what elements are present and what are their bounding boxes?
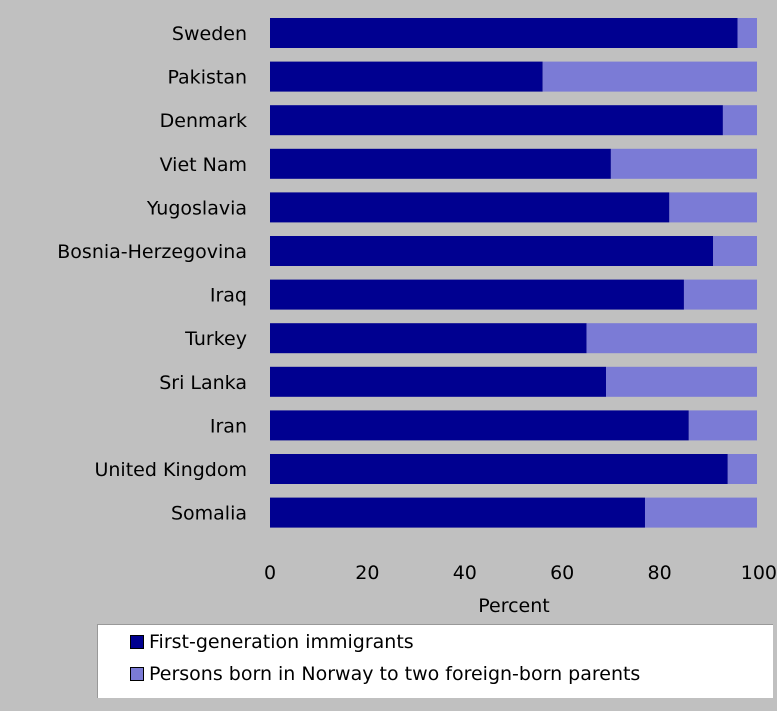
- legend-label-norway-born: Persons born in Norway to two foreign-bo…: [149, 663, 641, 685]
- x-tick-label-100: 100: [741, 562, 777, 584]
- bar-bosnia-herzegovina-series-1: [270, 236, 714, 266]
- category-label-bosnia-herzegovina: Bosnia-Herzegovina: [57, 241, 247, 263]
- bar-iran-series-2: [688, 410, 757, 441]
- bar-sri-lanka-series-1: [270, 366, 607, 397]
- legend-item-norway-born: Persons born in Norway to two foreign-bo…: [130, 663, 640, 685]
- x-tick-label-60: 60: [550, 562, 574, 584]
- category-label-iran: Iran: [210, 415, 247, 437]
- legend-swatch-norway-born: [130, 667, 144, 681]
- bar-yugoslavia-series-2: [669, 192, 757, 223]
- bar-pakistan-series-1: [270, 61, 543, 92]
- bar-iraq-series-1: [270, 279, 684, 310]
- category-label-viet-nam: Viet Nam: [160, 154, 247, 176]
- bar-bosnia-herzegovina-series-2: [713, 236, 757, 266]
- x-tick-label-80: 80: [648, 562, 672, 584]
- bar-iraq-series-2: [683, 279, 757, 310]
- bar-pakistan-series-2: [542, 61, 757, 92]
- x-axis-label: Percent: [478, 595, 550, 617]
- category-label-iraq: Iraq: [210, 285, 247, 307]
- bar-iran-series-1: [270, 410, 689, 441]
- category-label-sweden: Sweden: [172, 23, 247, 45]
- x-tick-label-0: 0: [264, 562, 276, 584]
- bar-somalia-series-2: [644, 497, 757, 528]
- legend: First-generation immigrants Persons born…: [97, 624, 773, 698]
- category-label-yugoslavia: Yugoslavia: [146, 197, 247, 219]
- legend-swatch-first-generation: [130, 635, 144, 649]
- bar-yugoslavia-series-1: [270, 192, 670, 223]
- bar-sri-lanka-series-2: [606, 366, 757, 397]
- category-label-pakistan: Pakistan: [167, 67, 247, 89]
- bar-denmark-series-1: [270, 105, 723, 136]
- x-tick-label-40: 40: [453, 562, 477, 584]
- bar-turkey-series-2: [586, 323, 757, 354]
- bar-united-kingdom-series-1: [270, 454, 728, 484]
- category-label-somalia: Somalia: [171, 503, 247, 525]
- x-tick-label-20: 20: [355, 562, 379, 584]
- category-label-united-kingdom: United Kingdom: [94, 459, 247, 481]
- legend-label-first-generation: First-generation immigrants: [149, 631, 414, 653]
- bar-sweden-series-1: [270, 18, 738, 48]
- bar-viet-nam-series-2: [610, 148, 757, 179]
- category-label-turkey: Turkey: [184, 328, 247, 350]
- category-label-sri-lanka: Sri Lanka: [159, 372, 247, 394]
- legend-item-first-generation: First-generation immigrants: [130, 631, 414, 653]
- bar-turkey-series-1: [270, 323, 587, 354]
- bar-united-kingdom-series-2: [727, 454, 757, 484]
- bar-viet-nam-series-1: [270, 148, 611, 179]
- bar-denmark-series-2: [722, 105, 757, 136]
- bar-somalia-series-1: [270, 497, 645, 528]
- category-label-denmark: Denmark: [160, 110, 247, 132]
- bar-sweden-series-2: [737, 18, 757, 48]
